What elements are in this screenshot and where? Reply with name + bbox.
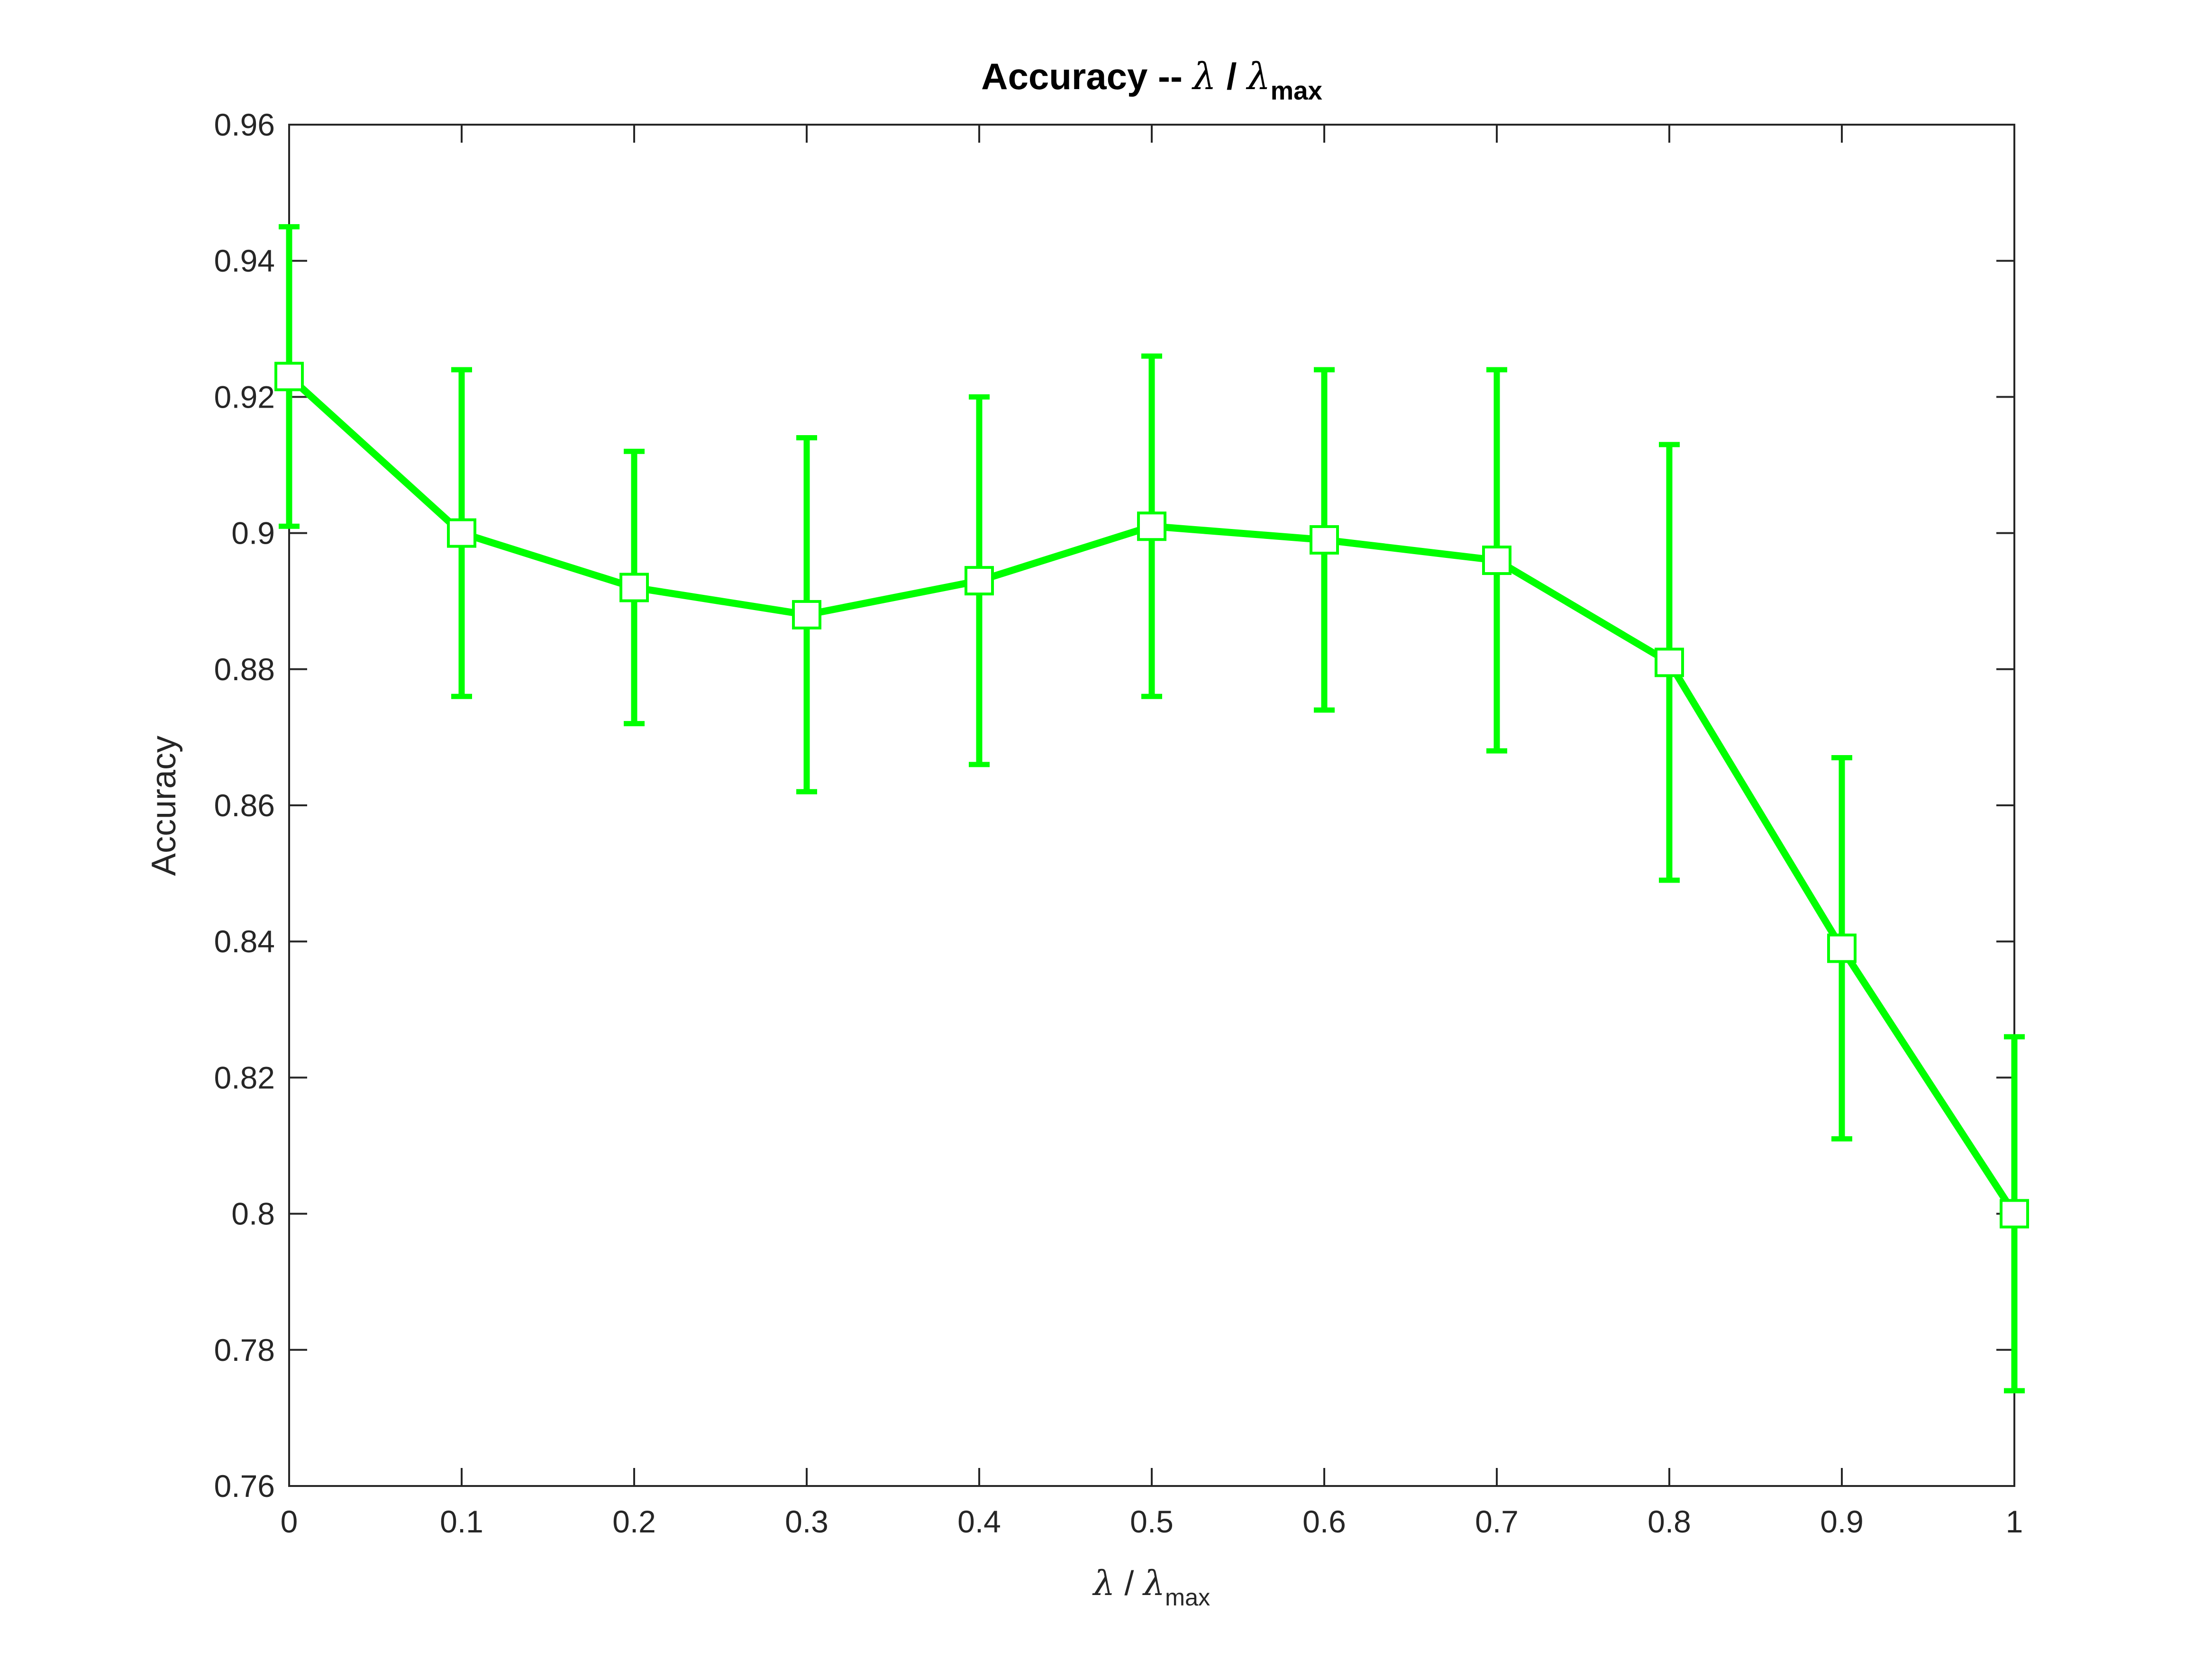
data-point bbox=[965, 566, 994, 596]
y-tick-label: 0.96 bbox=[214, 107, 275, 142]
x-tick-label: 0 bbox=[281, 1504, 298, 1539]
y-axis-label: Accuracy bbox=[145, 736, 183, 876]
x-tick-label: 0.5 bbox=[1130, 1504, 1174, 1539]
x-tick-label: 0.9 bbox=[1820, 1504, 1864, 1539]
data-point bbox=[447, 518, 476, 548]
chart-title: Accuracy -- λ / λmax bbox=[981, 55, 1322, 105]
y-tick-label: 0.76 bbox=[214, 1468, 275, 1504]
y-tick-label: 0.8 bbox=[231, 1196, 275, 1231]
plot-area bbox=[288, 124, 2015, 1487]
chart-title-subscript: max bbox=[1271, 76, 1322, 105]
y-tick-label: 0.92 bbox=[214, 379, 275, 414]
x-axis-label: λ / λmax bbox=[1092, 1563, 1211, 1611]
x-tick-label: 1 bbox=[2006, 1504, 2023, 1539]
tick-labels: 0 0.1 0.2 0.3 0.4 0.5 0.6 0.7 0.8 0.9 1 0.76 0.78 0.8… bbox=[214, 107, 2023, 1539]
data-point bbox=[2000, 1199, 2029, 1229]
data-point bbox=[274, 362, 304, 392]
data-point bbox=[1310, 525, 1339, 555]
data-point bbox=[619, 573, 649, 602]
axis-ticks bbox=[288, 124, 2015, 1487]
chart-title-symbol: λ bbox=[1192, 55, 1216, 98]
data-point bbox=[1827, 933, 1857, 963]
chart-title-symbol2: λ bbox=[1246, 55, 1270, 98]
y-tick-label: 0.86 bbox=[214, 788, 275, 823]
data-point bbox=[1482, 546, 1511, 575]
y-tick-label: 0.88 bbox=[214, 652, 275, 687]
x-tick-label: 0.3 bbox=[785, 1504, 828, 1539]
x-tick-label: 0.4 bbox=[957, 1504, 1001, 1539]
chart-title-separator: / bbox=[1216, 55, 1247, 97]
data-point bbox=[1655, 647, 1684, 677]
x-axis-label-subscript: max bbox=[1165, 1584, 1210, 1611]
axes-box bbox=[288, 124, 2015, 1487]
y-tick-label: 0.82 bbox=[214, 1060, 275, 1095]
data-point bbox=[792, 600, 821, 629]
x-tick-label: 0.1 bbox=[440, 1504, 483, 1539]
chart-title-prefix: Accuracy -- bbox=[981, 55, 1193, 97]
x-axis-label-separator: / bbox=[1115, 1565, 1143, 1603]
x-tick-label: 0.7 bbox=[1475, 1504, 1519, 1539]
y-tick-label: 0.94 bbox=[214, 243, 275, 278]
x-tick-label: 0.6 bbox=[1302, 1504, 1346, 1539]
series-layer bbox=[274, 224, 2029, 1394]
x-axis-label-symbol2: λ bbox=[1142, 1563, 1165, 1603]
x-axis-label-symbol: λ bbox=[1092, 1563, 1115, 1603]
data-point bbox=[1137, 511, 1166, 541]
y-tick-label: 0.84 bbox=[214, 924, 275, 959]
x-tick-label: 0.8 bbox=[1648, 1504, 1691, 1539]
y-tick-label: 0.9 bbox=[231, 516, 275, 551]
y-tick-label: 0.78 bbox=[214, 1332, 275, 1367]
x-tick-label: 0.2 bbox=[612, 1504, 656, 1539]
